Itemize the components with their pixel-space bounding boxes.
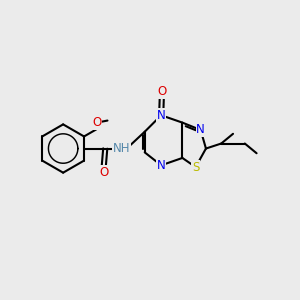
Text: N: N (157, 159, 166, 172)
Text: NH: NH (113, 142, 130, 155)
Text: O: O (157, 85, 167, 98)
Text: N: N (196, 124, 205, 136)
Text: O: O (92, 116, 101, 129)
Text: N: N (157, 109, 166, 122)
Text: S: S (192, 160, 199, 174)
Text: O: O (99, 166, 108, 178)
